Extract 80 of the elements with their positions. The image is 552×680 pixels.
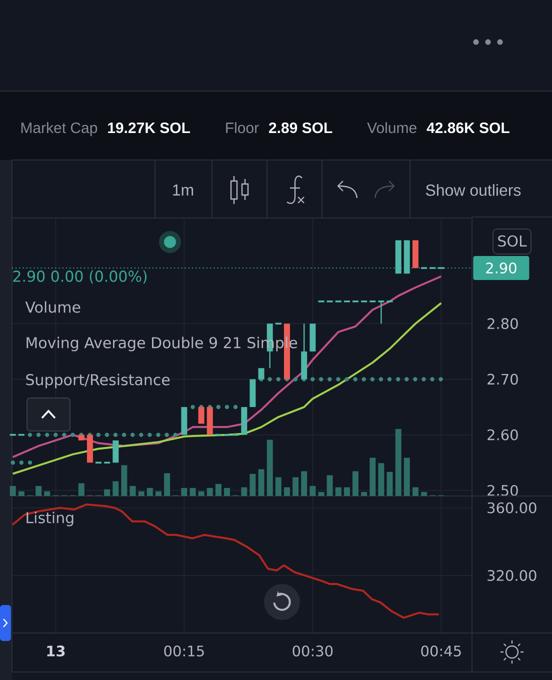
text: 19.27K SOL — [108, 122, 190, 134]
bar — [361, 492, 368, 496]
bar — [370, 458, 376, 496]
text: SOL — [498, 235, 527, 247]
candlestick — [198, 407, 204, 424]
candlestick — [377, 300, 386, 324]
bar — [104, 489, 110, 496]
bar — [121, 465, 128, 496]
y-tick-label: 2.80 — [488, 318, 518, 330]
bar — [275, 477, 282, 496]
x-tick-label: 00:15 — [164, 646, 204, 656]
bar — [190, 488, 196, 496]
text: 2.89 SOL — [268, 122, 332, 134]
candlestick — [86, 434, 93, 463]
bar — [44, 491, 50, 496]
line-series — [11, 503, 440, 619]
bar — [344, 487, 350, 496]
text: Floor — [226, 122, 259, 134]
candlestick — [206, 407, 213, 435]
y-tick-label: 2.70 — [488, 374, 518, 385]
x-tick-label: 00:45 — [421, 646, 461, 656]
bar — [335, 487, 342, 496]
bar — [146, 488, 153, 496]
annotation: Listing — [26, 512, 74, 526]
bar — [250, 474, 256, 496]
bar — [326, 475, 333, 496]
bar — [258, 469, 264, 496]
annotation: Volume — [25, 301, 80, 313]
bar — [241, 487, 248, 496]
bar — [181, 488, 188, 496]
bar — [155, 491, 162, 496]
bar — [206, 488, 213, 496]
candlestick — [181, 407, 188, 435]
bar — [224, 488, 230, 496]
candlestick — [78, 434, 84, 440]
bar — [198, 491, 204, 496]
text: 42.86K SOL — [426, 122, 510, 134]
candlestick — [250, 379, 256, 408]
bar — [412, 487, 418, 496]
bar — [78, 483, 84, 496]
candlestick — [112, 440, 119, 463]
candlestick — [258, 368, 264, 380]
ref-line-label: 2.90 — [486, 262, 516, 274]
bar — [215, 484, 222, 496]
annotation: Support/Resistance — [26, 374, 170, 388]
bar — [36, 486, 42, 496]
bar — [395, 428, 402, 496]
bar — [266, 440, 273, 496]
bar — [310, 486, 316, 496]
y-tick-label: 2.60 — [488, 429, 518, 440]
bar — [138, 491, 144, 496]
bar — [378, 463, 384, 496]
text: Show outliers — [426, 184, 521, 196]
text: Market Cap — [21, 122, 98, 136]
candlestick — [310, 324, 316, 352]
bar — [386, 472, 393, 496]
line-series — [12, 302, 442, 475]
bar — [421, 492, 428, 496]
annotation: 2.90 0.00 (0.00%) — [13, 270, 147, 284]
text: 1m — [173, 184, 194, 196]
bar — [112, 481, 119, 496]
bar — [164, 473, 170, 496]
candlestick — [241, 407, 248, 435]
bar — [284, 487, 290, 496]
y-tick-label: 320.00 — [488, 570, 536, 581]
bar — [292, 477, 299, 496]
bar — [404, 458, 410, 496]
y-tick-label: 360.00 — [488, 502, 536, 514]
bar — [318, 492, 324, 496]
bar — [18, 491, 24, 496]
bar — [130, 486, 136, 496]
text: Volume — [367, 122, 416, 134]
candlestick — [404, 240, 410, 274]
bar — [352, 471, 358, 496]
text: 13 — [47, 646, 65, 656]
candlestick — [412, 240, 418, 268]
bar — [301, 471, 308, 496]
candlestick — [395, 240, 402, 274]
bar — [10, 486, 16, 496]
x-tick-label: 00:30 — [292, 646, 333, 656]
